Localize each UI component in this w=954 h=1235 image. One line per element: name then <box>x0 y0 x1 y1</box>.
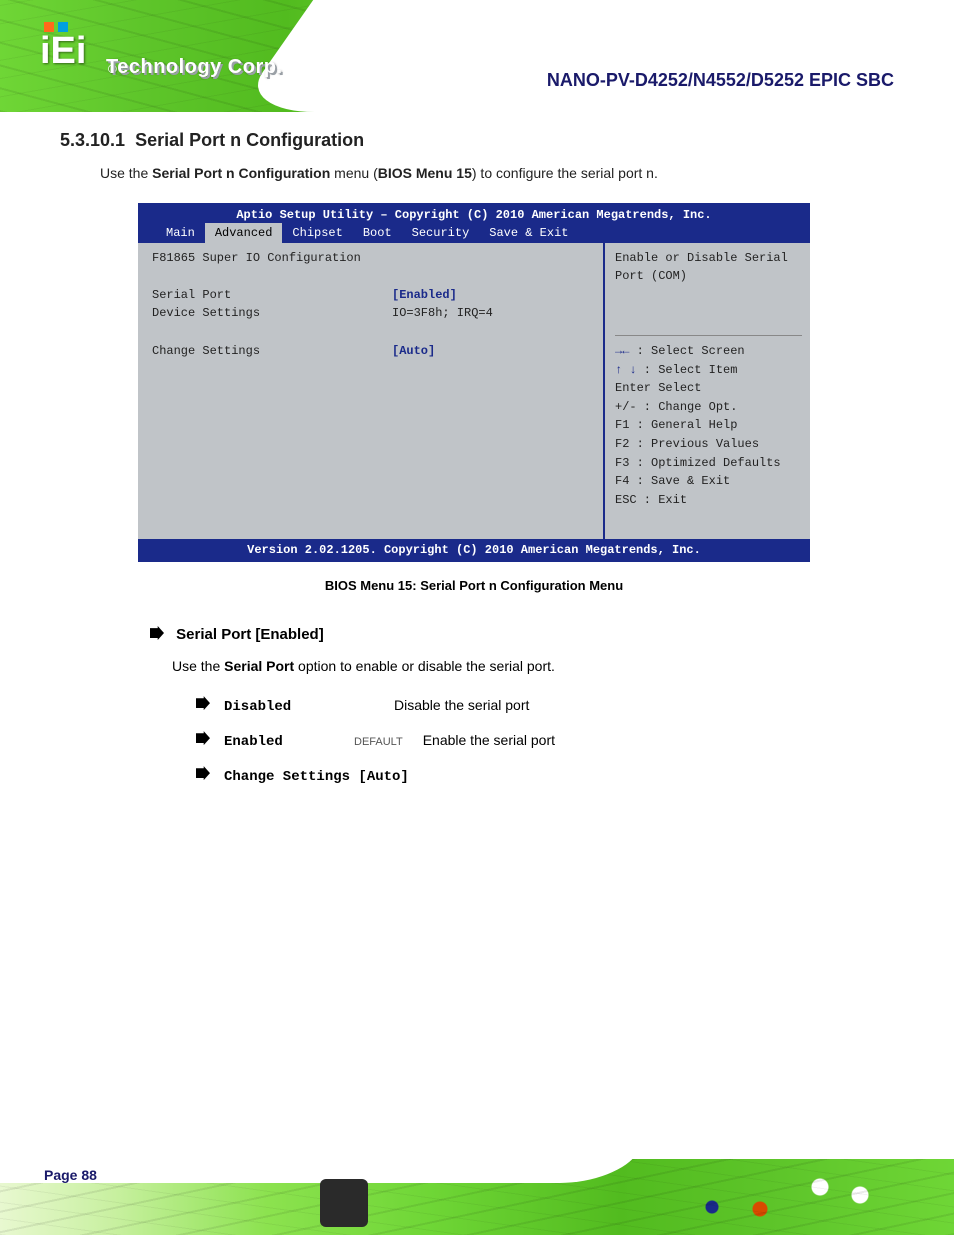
header-swoosh-2 <box>290 36 954 72</box>
bios-key-symbol: F2 <box>615 437 629 451</box>
bios-key-label: : Select Item <box>637 363 738 377</box>
option-value-list: Disabled Disable the serial port Enabled… <box>196 694 870 785</box>
bios-key-hint: F4 : Save & Exit <box>615 472 802 491</box>
bios-key-label: : Previous Values <box>629 437 759 451</box>
bios-key-symbol: →← <box>615 344 629 358</box>
bios-key-label: : Change Opt. <box>637 400 738 414</box>
bios-tab-save-exit[interactable]: Save & Exit <box>479 223 578 243</box>
bios-right-panel: Enable or Disable Serial Port (COM) →← :… <box>603 243 810 540</box>
arrow-right-icon <box>196 766 210 780</box>
section-heading: 5.3.10.1 Serial Port n Configuration <box>60 130 870 151</box>
bios-tab-boot[interactable]: Boot <box>353 223 402 243</box>
bios-key-symbol: F1 <box>615 418 629 432</box>
section-intro: Use the Serial Port n Configuration menu… <box>100 165 870 181</box>
footer-banner: Page 88 <box>0 1123 954 1235</box>
bios-key-hint: ↑ ↓ : Select Item <box>615 361 802 380</box>
bios-tab-bar: Main Advanced Chipset Boot Security Save… <box>138 225 810 243</box>
bios-footer-bar: Version 2.02.1205. Copyright (C) 2010 Am… <box>138 539 810 562</box>
product-name: NANO-PV-D4252/N4552/D5252 EPIC SBC <box>547 70 894 91</box>
bios-key-label: : General Help <box>629 418 737 432</box>
bios-key-label: : Save & Exit <box>629 474 730 488</box>
bios-key-hint: →← : Select Screen <box>615 342 802 361</box>
bios-value: [Enabled] <box>392 286 457 305</box>
arrow-right-icon <box>196 696 210 710</box>
bios-row-serial-port[interactable]: Serial Port [Enabled] <box>152 286 593 305</box>
header-banner: iEi ® Technology Corp. NANO-PV-D4252/N45… <box>0 0 954 112</box>
bios-tab-advanced[interactable]: Advanced <box>205 223 283 243</box>
bios-utility-title: Aptio Setup Utility – Copyright (C) 2010… <box>138 203 810 225</box>
option-value-name: Change Settings [Auto] <box>224 769 409 785</box>
logo-block: iEi <box>40 22 86 68</box>
arrow-right-icon <box>150 626 164 640</box>
bios-key-symbol: ESC <box>615 493 637 507</box>
bios-key-symbol: F4 <box>615 474 629 488</box>
bios-help-line1: Enable or Disable Serial <box>615 249 802 268</box>
page-number: Page 88 <box>44 1167 97 1183</box>
bios-key-symbol: Enter <box>615 381 651 395</box>
bios-left-panel: F81865 Super IO Configuration Serial Por… <box>138 243 603 540</box>
arrow-right-icon <box>196 731 210 745</box>
section-title: Serial Port n Configuration <box>135 130 364 150</box>
bios-key-label: : Optimized Defaults <box>629 456 780 470</box>
option-value-enabled: Enabled DEFAULT Enable the serial port <box>196 729 870 750</box>
footer-chip-icon <box>320 1179 368 1227</box>
bios-key: Device Settings <box>152 304 392 323</box>
bios-key-hint: Enter Select <box>615 379 802 398</box>
bios-help-line2: Port (COM) <box>615 267 802 286</box>
bios-tab-security[interactable]: Security <box>402 223 480 243</box>
bios-value: IO=3F8h; IRQ=4 <box>392 304 493 323</box>
company-name: Technology Corp. <box>106 56 283 79</box>
option-value-desc: Enable the serial port <box>423 732 870 748</box>
option-name: Serial Port [Enabled] <box>176 626 324 643</box>
bios-tab-chipset[interactable]: Chipset <box>282 223 352 243</box>
option-block: Serial Port [Enabled] Use the Serial Por… <box>150 626 870 785</box>
bios-row-change-settings[interactable]: Change Settings [Auto] <box>152 342 593 361</box>
bios-key-hint: +/- : Change Opt. <box>615 398 802 417</box>
option-value-desc: Disable the serial port <box>394 697 870 713</box>
bios-key-hint: ESC : Exit <box>615 491 802 510</box>
option-value-name: Disabled <box>224 699 394 715</box>
bios-value: [Auto] <box>392 342 435 361</box>
bios-key-label: : Select Screen <box>629 344 744 358</box>
logo-text: iEi <box>40 34 86 68</box>
option-value-default-badge: DEFAULT <box>354 736 403 748</box>
bios-key-hint: F3 : Optimized Defaults <box>615 454 802 473</box>
document-body: 5.3.10.1 Serial Port n Configuration Use… <box>90 130 870 799</box>
option-heading: Serial Port [Enabled] <box>150 626 870 643</box>
option-value-change-settings: Change Settings [Auto] <box>196 764 870 785</box>
section-number: 5.3.10.1 <box>60 130 125 150</box>
bios-key-symbol: F3 <box>615 456 629 470</box>
option-value-disabled: Disabled Disable the serial port <box>196 694 870 715</box>
bios-key-symbol: ↑ ↓ <box>615 363 637 377</box>
bios-main-area: F81865 Super IO Configuration Serial Por… <box>138 243 810 540</box>
bios-key-symbol: +/- <box>615 400 637 414</box>
option-description: Use the Serial Port option to enable or … <box>172 655 870 678</box>
bios-key-label: : Exit <box>637 493 687 507</box>
bios-key-hint: F2 : Previous Values <box>615 435 802 454</box>
bios-menu-box: Aptio Setup Utility – Copyright (C) 2010… <box>138 203 810 596</box>
bios-key: Change Settings <box>152 342 392 361</box>
bios-key-legend: →← : Select Screen↑ ↓ : Select ItemEnter… <box>615 342 802 509</box>
bios-tab-main[interactable]: Main <box>156 223 205 243</box>
bios-left-heading: F81865 Super IO Configuration <box>152 249 593 268</box>
bios-row-device-settings: Device Settings IO=3F8h; IRQ=4 <box>152 304 593 323</box>
bios-key-label: Select <box>651 381 701 395</box>
bios-key: Serial Port <box>152 286 392 305</box>
footer-swoosh-2 <box>497 1123 954 1159</box>
bios-help-divider <box>615 335 802 336</box>
bios-key-hint: F1 : General Help <box>615 416 802 435</box>
bios-caption: BIOS Menu 15: Serial Port n Configuratio… <box>138 576 810 596</box>
